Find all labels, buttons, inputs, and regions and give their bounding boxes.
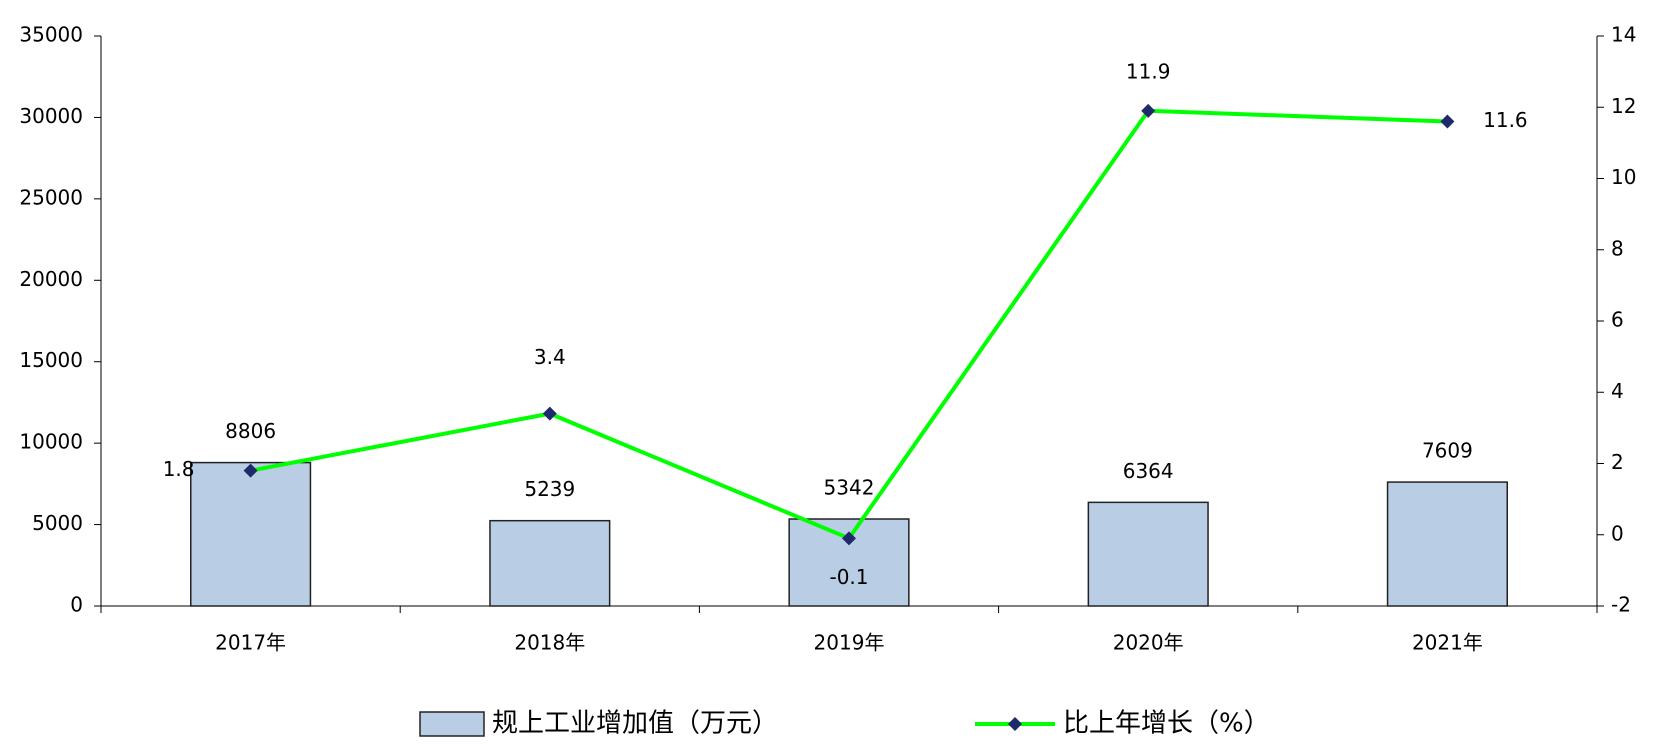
y2-tick-label: 10 [1611,165,1636,189]
bar-value-label: 8806 [225,419,276,443]
line-value-label: 11.6 [1483,108,1528,132]
y-tick-label: 10000 [19,430,83,454]
legend-marker [1008,717,1022,731]
line [250,108,1448,541]
y-tick-label: 30000 [19,104,83,128]
bar-value-label: 7609 [1422,439,1473,463]
y-tick-label: 25000 [19,185,83,209]
bar-value-label: 6364 [1123,459,1174,483]
x-tick-label: 2021年 [1412,631,1483,655]
legend-label: 规上工业增加值（万元） [492,709,778,739]
y-tick-label: 15000 [19,348,83,372]
bar [489,519,611,607]
y-tick-label: 5000 [32,511,83,535]
x-tick-label: 2019年 [814,631,885,655]
x-tick-label: 2018年 [514,631,585,655]
marker [243,463,258,478]
legend-label: 比上年增长（%） [1063,709,1270,739]
y2-tick-label: 2 [1611,450,1624,474]
x-tick-label: 2020年 [1113,631,1184,655]
y2-tick-label: 6 [1611,308,1624,332]
y-tick-label: 35000 [19,23,83,47]
y-tick-label: 20000 [19,267,83,291]
bar-value-label: 5239 [524,477,575,501]
marker [1141,103,1156,118]
line-value-label: 11.9 [1126,59,1171,83]
bar [1386,481,1508,607]
bar [1087,501,1209,607]
marker [542,406,557,421]
marker [842,531,856,546]
line-value-label: -0.1 [829,565,868,589]
line-value-label: 3.4 [534,345,566,369]
bar-value-label: 5342 [824,476,875,500]
legend-swatch [419,711,485,737]
x-tick-label: 2017年 [215,631,286,655]
bar [190,461,312,607]
y2-tick-label: 14 [1611,23,1636,47]
y2-tick-label: 0 [1611,521,1624,545]
marker [1440,114,1455,129]
y2-tick-label: 12 [1611,94,1636,118]
y2-tick-label: 4 [1611,379,1624,403]
y2-tick-label: 8 [1611,236,1624,260]
line-value-label: 1.8 [163,457,195,481]
y2-tick-label: -2 [1611,593,1631,617]
y-tick-label: 0 [70,593,83,617]
